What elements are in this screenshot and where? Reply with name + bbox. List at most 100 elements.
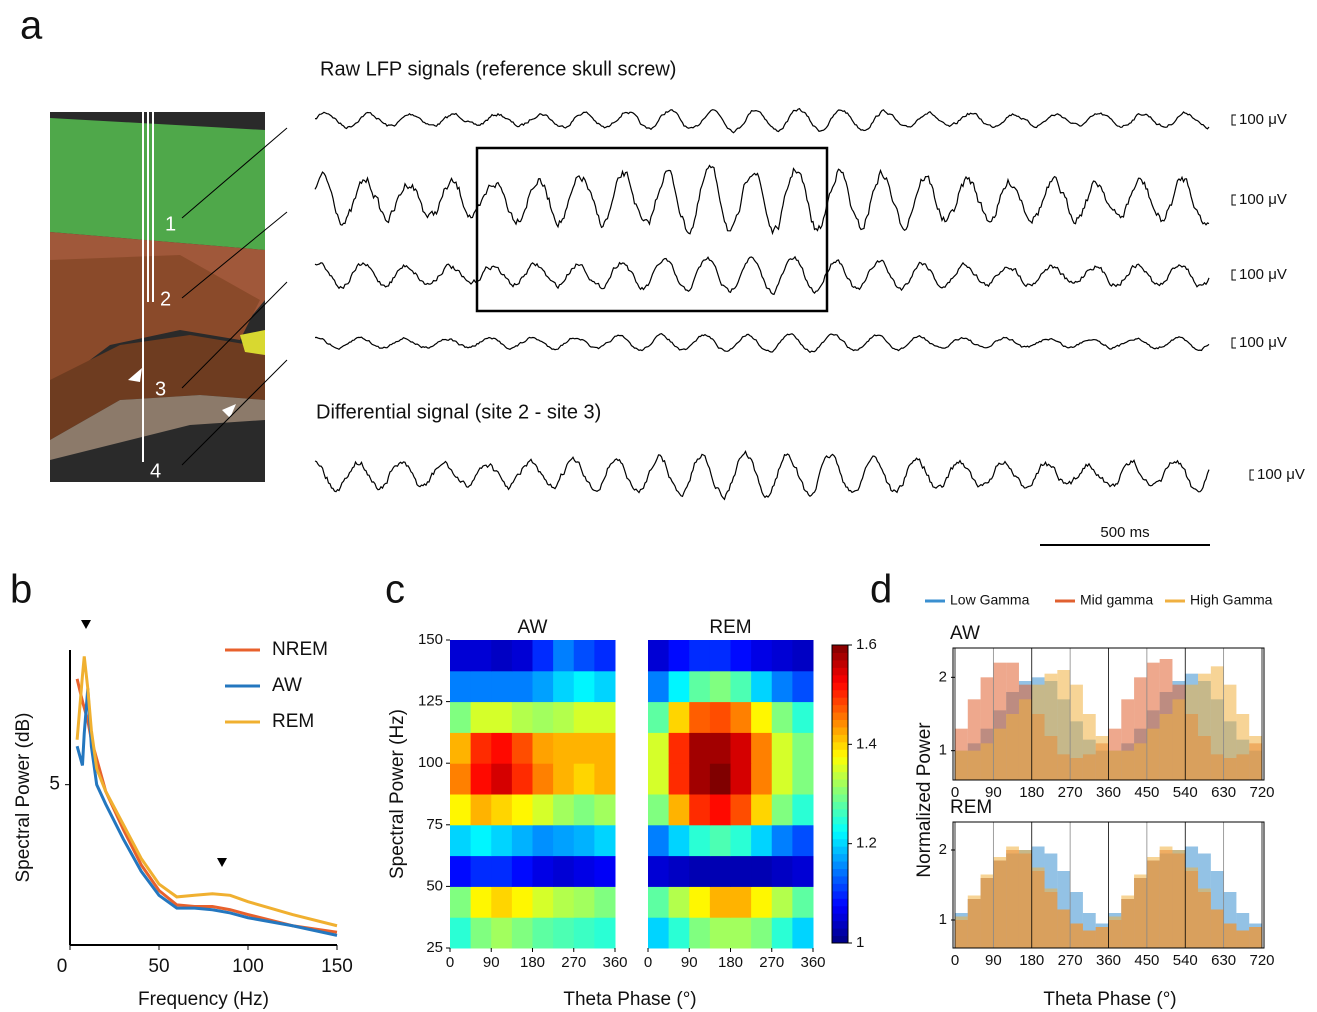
heatmap-cell xyxy=(751,886,772,917)
histogram-bar xyxy=(981,875,994,949)
histogram-bar xyxy=(1083,931,1096,949)
heatmap-cell xyxy=(512,763,533,794)
heatmap-cell xyxy=(512,732,533,763)
heatmap-cell xyxy=(710,917,731,948)
amplitude-scale-bar xyxy=(1232,338,1236,348)
heatmap-cell xyxy=(450,794,471,825)
heatmap-cell xyxy=(689,794,710,825)
x-tick-label: 270 xyxy=(1058,952,1083,969)
lfp-trace xyxy=(315,257,1209,295)
heatmap-cell xyxy=(669,671,690,702)
histogram-bar xyxy=(1211,666,1224,780)
heatmap-cell xyxy=(450,825,471,856)
histogram-bar xyxy=(1147,857,1160,948)
heatmap-cell xyxy=(491,825,512,856)
x-tick-label: 90 xyxy=(681,954,698,971)
histogram-bar xyxy=(1249,736,1262,780)
heatmap-cell xyxy=(792,825,813,856)
heatmap-cell xyxy=(669,825,690,856)
heatmap-cell xyxy=(471,917,492,948)
panel-label: c xyxy=(385,568,405,612)
lfp-trace xyxy=(315,166,1209,234)
legend-label: REM xyxy=(272,711,314,732)
heatmap-cell xyxy=(648,763,669,794)
heatmap-cell xyxy=(648,917,669,948)
colorbar-step xyxy=(832,809,848,817)
heatmap-cell xyxy=(689,640,710,671)
heatmap-cell xyxy=(689,886,710,917)
y-tick-label: 5 xyxy=(49,774,60,795)
colorbar-step xyxy=(832,720,848,728)
heatmap-cell xyxy=(648,732,669,763)
y-tick-label: 75 xyxy=(426,816,443,833)
colorbar-step xyxy=(832,757,848,765)
heatmap-cell xyxy=(772,917,793,948)
x-tick-label: 270 xyxy=(561,954,586,971)
amplitude-scale-label: 100 μV xyxy=(1257,466,1305,483)
histogram-bar xyxy=(1121,896,1134,949)
colorbar-step xyxy=(832,861,848,869)
colorbar-step xyxy=(832,801,848,809)
heatmap-cell xyxy=(450,671,471,702)
colorbar-step xyxy=(832,690,848,698)
heatmap-cell xyxy=(772,856,793,887)
heatmap-cell xyxy=(731,671,752,702)
heatmap-cell xyxy=(689,763,710,794)
colorbar-tick-label: 1.6 xyxy=(856,636,877,653)
heatmap-cell xyxy=(751,763,772,794)
heatmap-cell xyxy=(772,794,793,825)
heatmap-cell xyxy=(491,640,512,671)
heatmap-cell xyxy=(731,763,752,794)
histogram-bar xyxy=(1147,729,1160,780)
heatmap-cell xyxy=(450,702,471,733)
heatmap-cell xyxy=(574,856,595,887)
legend-label: Mid gamma xyxy=(1080,592,1153,608)
heatmap-cell xyxy=(792,886,813,917)
colorbar-step xyxy=(832,675,848,683)
heatmap-cell xyxy=(792,794,813,825)
heatmap-cell xyxy=(689,671,710,702)
heatmap-cell xyxy=(772,732,793,763)
amplitude-scale-label: 100 μV xyxy=(1239,191,1287,208)
heatmap-cell xyxy=(491,702,512,733)
amplitude-scale-label: 100 μV xyxy=(1239,266,1287,283)
heatmap-cell xyxy=(648,825,669,856)
x-tick-label: 540 xyxy=(1173,784,1198,801)
x-tick-label: 50 xyxy=(148,956,169,977)
histogram-bar xyxy=(1006,714,1019,780)
heatmap-cell xyxy=(669,702,690,733)
lfp-trace xyxy=(315,451,1209,499)
heatmap-cell xyxy=(512,917,533,948)
histogram-bar xyxy=(1096,736,1109,780)
histogram-bar xyxy=(1224,924,1237,949)
heatmap-cell xyxy=(450,917,471,948)
heatmap-cell xyxy=(594,640,615,671)
x-tick-label: 450 xyxy=(1134,952,1159,969)
amplitude-scale-bar xyxy=(1232,270,1236,280)
heatmap-cell xyxy=(574,825,595,856)
histogram-bar xyxy=(993,729,1006,780)
x-tick-label: 540 xyxy=(1173,952,1198,969)
heatmap-cell xyxy=(471,856,492,887)
heatmap-cell xyxy=(594,794,615,825)
heatmap-cell xyxy=(792,640,813,671)
heatmap-cell xyxy=(731,856,752,887)
colorbar-step xyxy=(832,697,848,705)
heatmap-cell xyxy=(751,671,772,702)
heatmap-cell xyxy=(512,886,533,917)
heatmap-cell xyxy=(689,702,710,733)
amplitude-scale-bar xyxy=(1232,115,1236,125)
colorbar-step xyxy=(832,936,848,944)
heatmap-cell xyxy=(533,794,554,825)
x-tick-label: 360 xyxy=(800,954,825,971)
panel-label: d xyxy=(870,568,892,612)
heatmap-cell xyxy=(792,732,813,763)
colorbar-step xyxy=(832,787,848,795)
histogram-bar xyxy=(1121,751,1134,780)
heatmap-cell xyxy=(772,825,793,856)
heatmap-cell xyxy=(491,886,512,917)
heatmap-cell xyxy=(553,886,574,917)
colorbar-step xyxy=(832,712,848,720)
x-tick-label: 180 xyxy=(718,954,743,971)
colorbar-step xyxy=(832,794,848,802)
